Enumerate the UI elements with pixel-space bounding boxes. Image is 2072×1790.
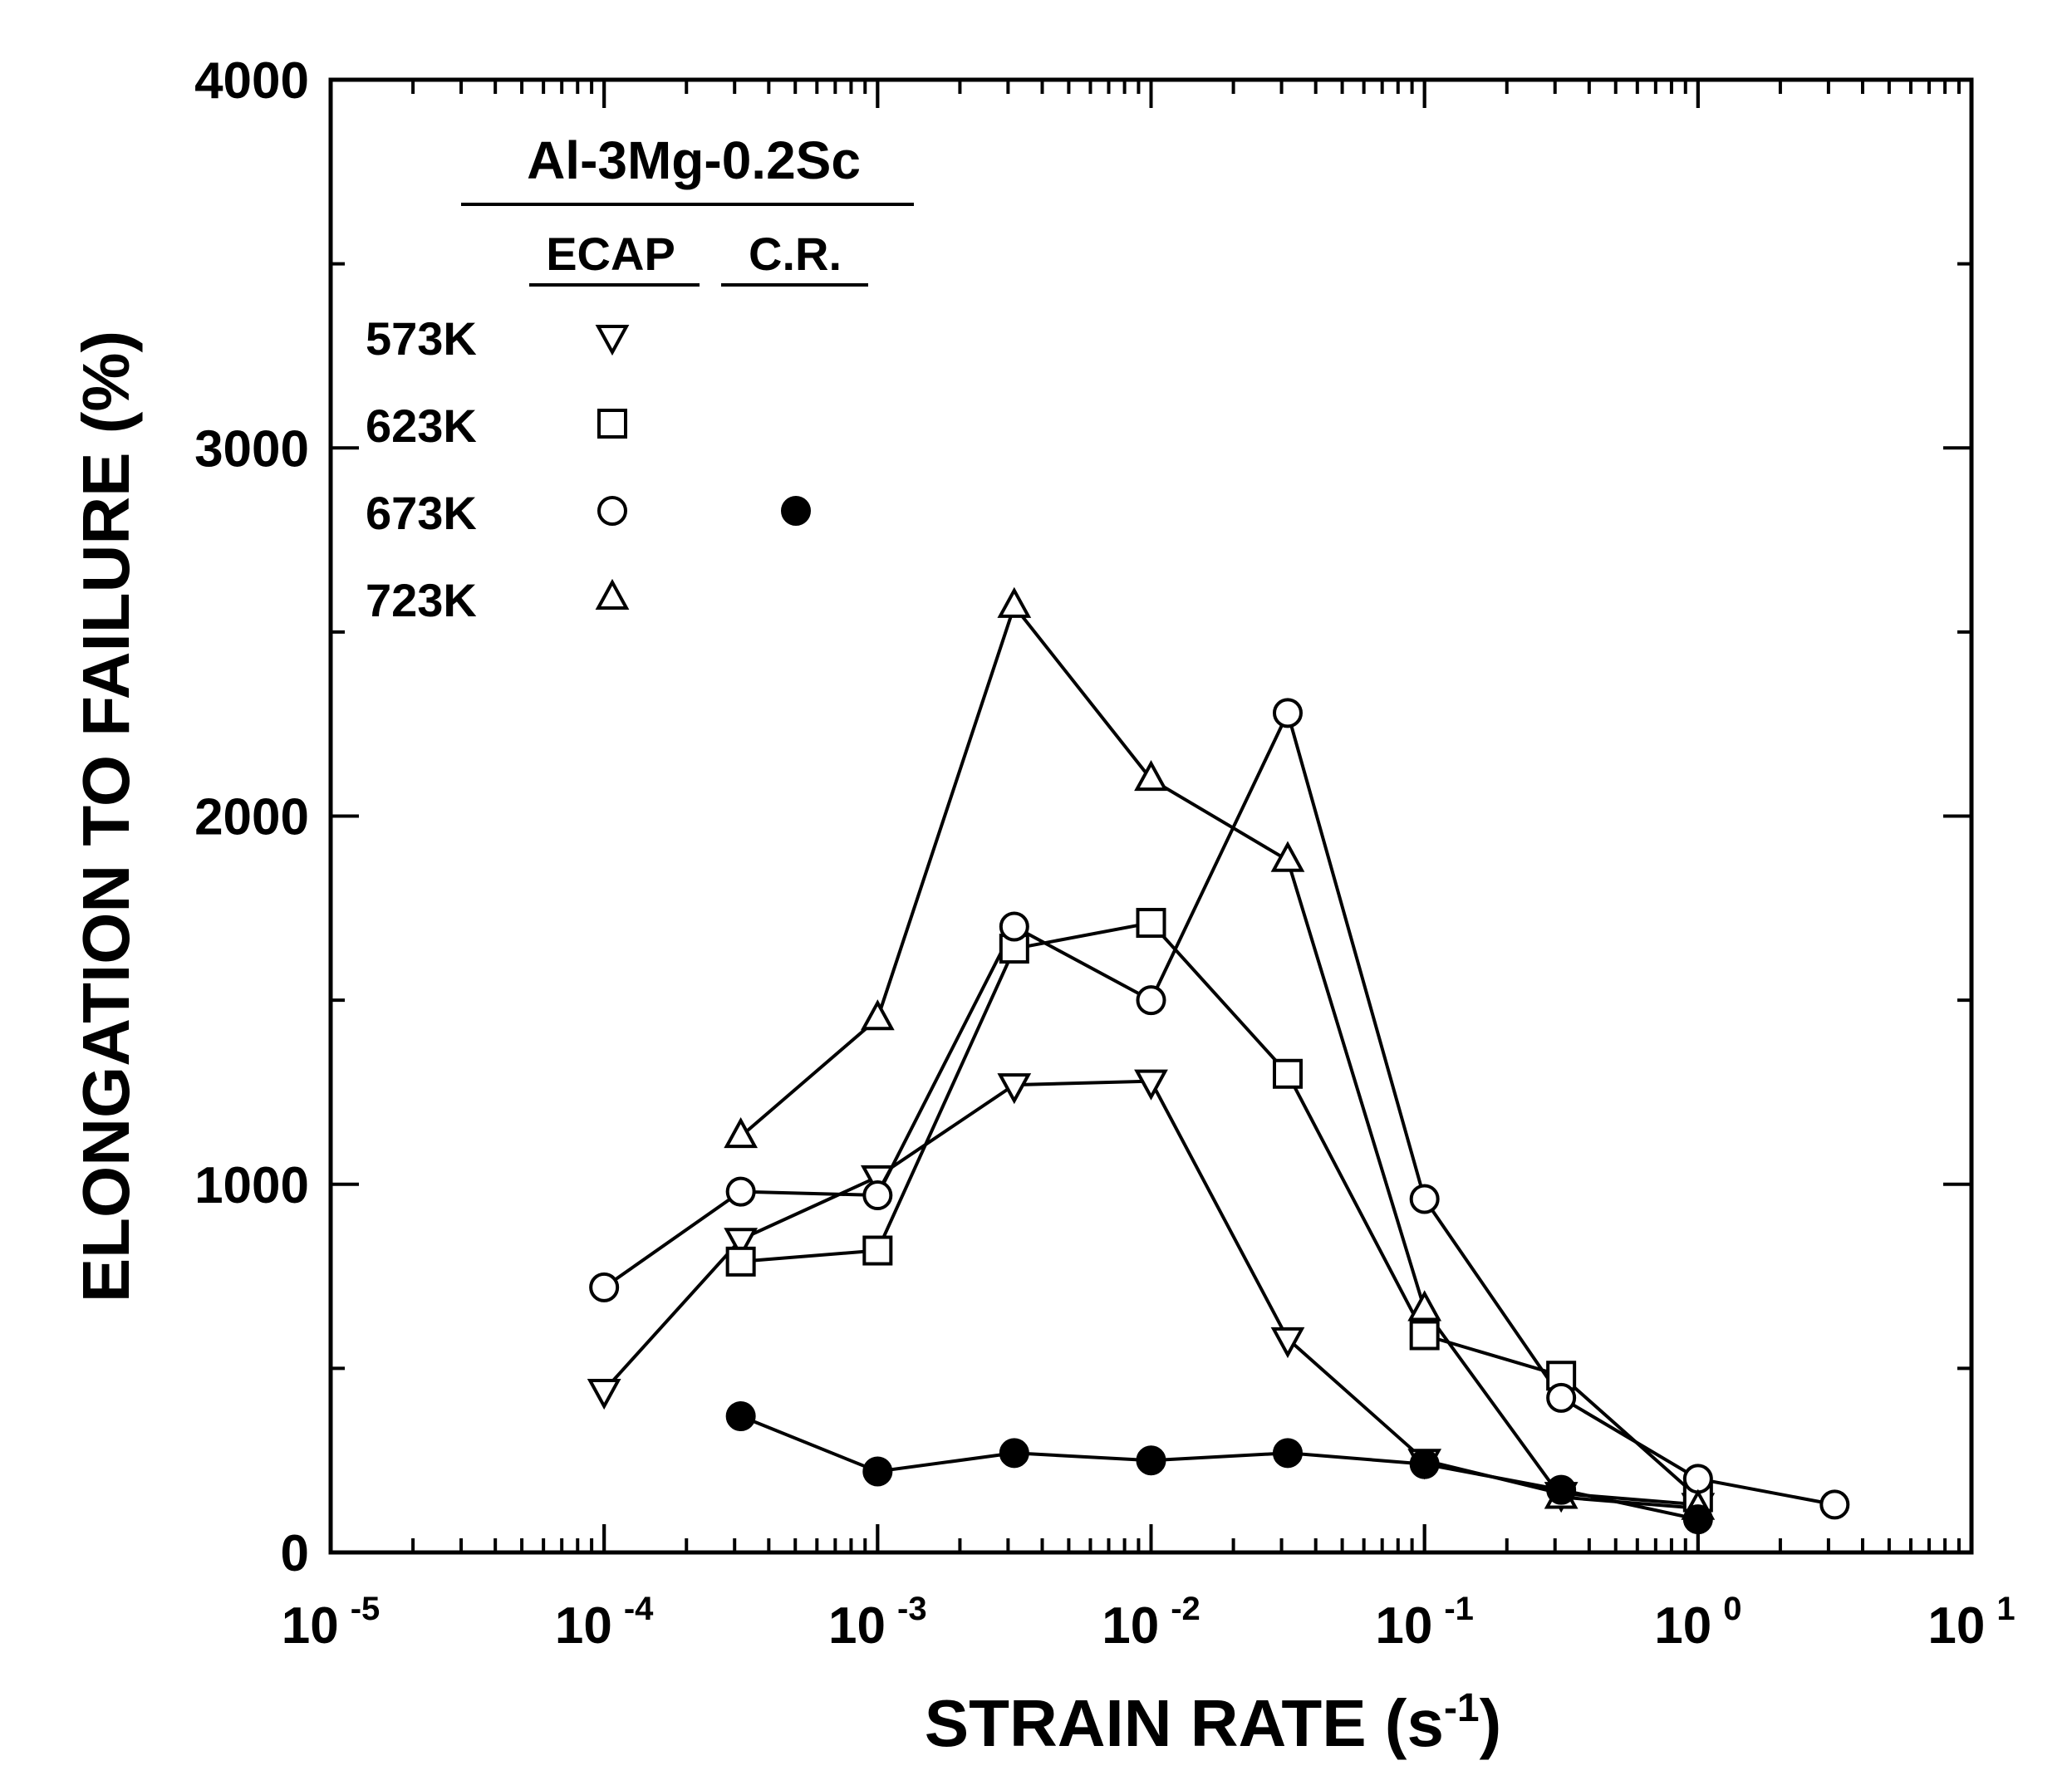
point-ecap_673-9 — [1819, 1489, 1850, 1520]
y-tick-labels: 0 1000 2000 3000 4000 — [194, 52, 309, 1582]
x-tick-label-2: 10 -3 — [828, 1591, 927, 1655]
y-tick-label-1: 1000 — [194, 1157, 309, 1214]
x-axis-title-sup: -1 — [1444, 1686, 1480, 1730]
point-ecap_573-4 — [1134, 1069, 1168, 1101]
point-ecap_673-7 — [1546, 1382, 1577, 1413]
point-ecap_573-0 — [587, 1378, 621, 1410]
x-tick-label-6: 10 1 — [1927, 1591, 2015, 1655]
x-axis-title: STRAIN RATE (s-1) — [925, 1686, 1502, 1760]
legend-marker-ecap-673K — [597, 496, 627, 526]
legend-header-cr: C.R. — [749, 228, 842, 280]
x-tick-label-exponent: 1 — [1996, 1591, 2015, 1627]
x-tick-label-base: 10 — [1927, 1597, 1985, 1655]
point-ecap_673-4 — [1136, 985, 1166, 1016]
x-tick-label-base: 10 — [828, 1597, 886, 1655]
y-tick-label-2: 2000 — [194, 789, 309, 846]
series-lines — [602, 602, 1835, 1522]
x-tick-label-base: 10 — [1102, 1597, 1159, 1655]
point-ecap_723-4 — [1270, 841, 1305, 872]
point-ecap_623-5 — [1409, 1320, 1440, 1351]
legend-markers — [595, 325, 811, 610]
x-tick-label-0: 10 -5 — [282, 1591, 381, 1655]
point-ecap_673-2 — [862, 1180, 893, 1211]
series-line-ecap_573 — [602, 1079, 1698, 1507]
point-cr_673-2 — [999, 1438, 1029, 1469]
series-line-ecap_673 — [603, 708, 1835, 1507]
x-tick-label-base: 10 — [1375, 1597, 1432, 1655]
plot-frame — [328, 77, 1974, 1555]
legend-marker-ecap-623K — [597, 409, 627, 439]
y-tick-label-0: 0 — [281, 1525, 309, 1582]
x-tick-label-exponent: -4 — [624, 1591, 654, 1627]
point-ecap_673-0 — [589, 1272, 620, 1302]
point-ecap_573-5 — [1270, 1327, 1305, 1359]
x-axis-title-main: STRAIN RATE (s — [925, 1686, 1444, 1760]
point-cr_673-0 — [725, 1400, 756, 1431]
x-tick-label-5: 10 0 — [1654, 1591, 1741, 1655]
x-tick-label-exponent: -2 — [1171, 1591, 1200, 1627]
point-ecap_573-2 — [860, 1165, 895, 1197]
legend-marker-cr-673K — [781, 496, 811, 526]
legend-title: Al-3Mg-0.2Sc — [527, 130, 861, 190]
series-line-ecap_623 — [740, 920, 1700, 1498]
legend-header-ecap: ECAP — [546, 228, 675, 280]
point-cr_673-7 — [1682, 1504, 1713, 1535]
x-axis-title-close: ) — [1480, 1686, 1502, 1760]
point-ecap_673-6 — [1409, 1184, 1440, 1214]
y-tick-label-4: 4000 — [194, 52, 309, 110]
x-tick-label-base: 10 — [1654, 1597, 1711, 1655]
x-tick-label-exponent: -3 — [897, 1591, 927, 1627]
point-ecap_673-3 — [999, 911, 1029, 942]
point-ecap_723-3 — [1134, 760, 1168, 792]
point-ecap_723-0 — [724, 1116, 759, 1149]
point-cr_673-4 — [1272, 1438, 1303, 1469]
point-ecap_723-5 — [1407, 1290, 1442, 1322]
point-ecap_673-5 — [1272, 698, 1303, 728]
legend-row-623k: 623K — [366, 400, 477, 452]
point-ecap_723-2 — [997, 586, 1032, 618]
point-ecap_573-1 — [724, 1228, 759, 1259]
y-tick-label-3: 3000 — [194, 420, 309, 478]
point-cr_673-6 — [1546, 1474, 1577, 1505]
point-ecap_623-1 — [862, 1235, 893, 1266]
series-markers — [587, 586, 1850, 1535]
point-ecap_623-3 — [1136, 908, 1166, 939]
legend-marker-ecap-723K — [595, 578, 630, 610]
point-cr_673-1 — [862, 1456, 893, 1487]
legend-row-673k: 673K — [366, 487, 477, 539]
series-line-ecap_723 — [739, 602, 1698, 1510]
point-cr_673-3 — [1136, 1445, 1166, 1476]
point-ecap_673-1 — [725, 1176, 756, 1207]
point-cr_673-5 — [1409, 1449, 1440, 1479]
point-ecap_723-1 — [860, 999, 895, 1031]
point-ecap_623-0 — [725, 1246, 756, 1277]
x-tick-label-1: 10 -4 — [555, 1591, 654, 1655]
x-tick-labels: 10 -5 10 -4 10 -3 10 -2 10 -1 10 0 10 1 — [282, 1591, 2016, 1655]
x-tick-label-4: 10 -1 — [1375, 1591, 1474, 1655]
point-ecap_573-3 — [997, 1073, 1032, 1105]
x-tick-label-base: 10 — [555, 1597, 612, 1655]
y-axis-title: ELONGATION TO FAILURE (%) — [69, 331, 143, 1302]
x-tick-label-3: 10 -2 — [1102, 1591, 1200, 1655]
x-tick-label-exponent: -1 — [1444, 1591, 1474, 1627]
legend: Al-3Mg-0.2Sc ECAP C.R. 573K 623K 673K 72… — [366, 130, 914, 626]
point-ecap_673-8 — [1682, 1464, 1713, 1494]
axis-ticks — [329, 78, 1973, 1554]
x-tick-label-base: 10 — [282, 1597, 339, 1655]
point-ecap_623-4 — [1272, 1058, 1303, 1089]
series-line-cr_673 — [739, 1415, 1699, 1522]
legend-row-723k: 723K — [366, 574, 477, 626]
legend-row-573k: 573K — [366, 312, 477, 365]
legend-marker-ecap-573K — [595, 325, 630, 356]
x-tick-label-exponent: -5 — [351, 1591, 381, 1627]
x-tick-label-exponent: 0 — [1723, 1591, 1741, 1627]
